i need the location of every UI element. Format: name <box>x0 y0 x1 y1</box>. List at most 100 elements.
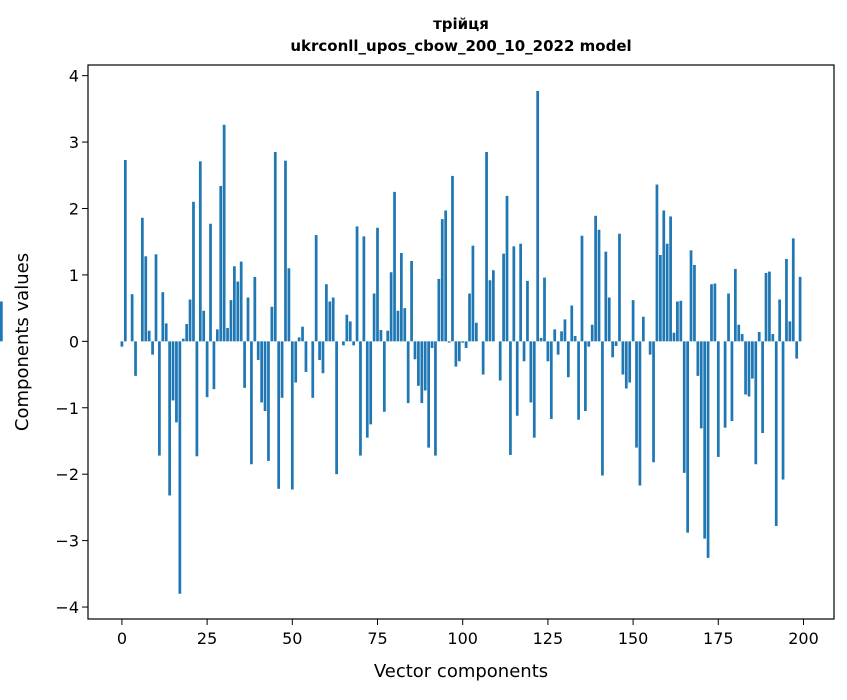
bar <box>369 341 372 424</box>
bar <box>472 246 475 342</box>
bar <box>284 161 287 342</box>
bar <box>622 341 625 374</box>
y-tick-label: 1 <box>69 266 79 285</box>
chart-title-line-2: ukrconll_upos_cbow_200_10_2022 model <box>290 37 631 55</box>
bar <box>397 311 400 342</box>
bar <box>676 301 679 341</box>
bar <box>533 341 536 437</box>
bar <box>618 234 621 342</box>
bar <box>380 330 383 341</box>
bar <box>359 341 362 455</box>
bar <box>666 244 669 342</box>
bar <box>322 341 325 373</box>
bar <box>410 261 413 341</box>
bar <box>782 341 785 479</box>
bar <box>277 341 280 488</box>
bar <box>557 341 560 354</box>
x-axis-label: Vector components <box>374 661 548 682</box>
bar <box>144 256 147 341</box>
bar <box>352 341 355 345</box>
bar <box>761 341 764 433</box>
bar <box>148 331 151 342</box>
bar <box>260 341 263 402</box>
bar <box>305 341 308 372</box>
bar <box>625 341 628 388</box>
bar <box>121 341 124 346</box>
bar <box>724 341 727 427</box>
y-tick-label: 4 <box>69 67 79 86</box>
bar <box>608 297 611 341</box>
bar <box>444 210 447 341</box>
bar <box>151 341 154 354</box>
bar <box>611 341 614 357</box>
bar <box>758 332 761 341</box>
bar <box>455 341 458 366</box>
bar <box>458 341 461 361</box>
bar <box>420 341 423 403</box>
bar <box>288 268 291 341</box>
bar <box>754 341 757 464</box>
bar <box>427 341 430 447</box>
bar <box>519 244 522 342</box>
bar <box>264 341 267 411</box>
bar <box>393 192 396 341</box>
bar <box>737 325 740 342</box>
bar <box>250 341 253 464</box>
bar <box>315 235 318 341</box>
bar <box>441 219 444 341</box>
bar <box>373 294 376 342</box>
bar <box>594 216 597 342</box>
bar <box>584 341 587 411</box>
bar <box>536 91 539 341</box>
y-tick-label: 3 <box>69 133 79 152</box>
bar <box>639 341 642 485</box>
bar <box>325 284 328 341</box>
bar <box>789 321 792 341</box>
bar <box>363 236 366 341</box>
bar <box>489 280 492 341</box>
bar <box>506 196 509 341</box>
bar <box>172 341 175 400</box>
y-tick-label: 2 <box>69 199 79 218</box>
bar <box>192 202 195 342</box>
bar <box>0 301 3 341</box>
bar <box>714 284 717 342</box>
bar <box>226 328 229 341</box>
bar <box>155 254 158 341</box>
bar <box>417 341 420 386</box>
bar <box>560 331 563 341</box>
bar <box>236 282 239 342</box>
bar <box>247 297 250 341</box>
bar <box>526 281 529 341</box>
bar <box>601 341 604 475</box>
bar <box>468 294 471 342</box>
bar <box>240 262 243 342</box>
bar <box>332 297 335 341</box>
bar <box>778 299 781 341</box>
bar <box>158 341 161 455</box>
bar <box>386 331 389 342</box>
bar <box>141 218 144 342</box>
bar <box>451 176 454 341</box>
bar-series <box>0 91 801 594</box>
bar <box>291 341 294 489</box>
bar <box>400 253 403 341</box>
bar <box>196 341 199 456</box>
bar <box>161 292 164 341</box>
bar <box>768 272 771 342</box>
y-tick-label: 0 <box>69 332 79 351</box>
bar <box>189 299 192 341</box>
bar <box>502 254 505 342</box>
bar <box>649 341 652 354</box>
bar <box>448 341 451 342</box>
x-tick-label: 0 <box>117 629 127 648</box>
bar <box>485 152 488 341</box>
bar <box>591 325 594 342</box>
bar <box>632 300 635 341</box>
bar <box>134 341 137 376</box>
bar <box>335 341 338 474</box>
bar <box>635 341 638 447</box>
bar <box>253 277 256 341</box>
bar <box>696 341 699 376</box>
x-tick-label: 175 <box>703 629 734 648</box>
